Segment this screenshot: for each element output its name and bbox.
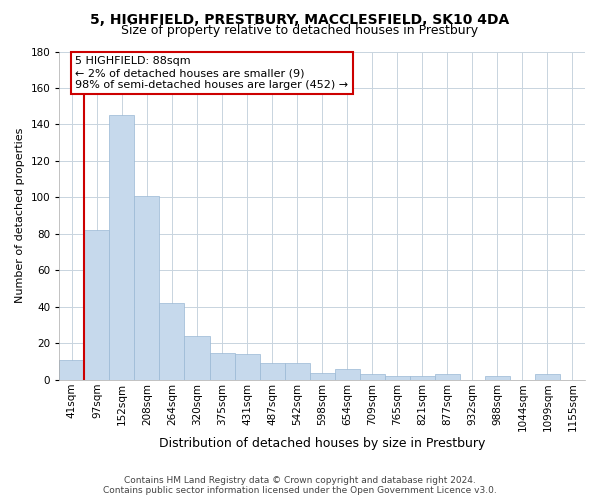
Text: Contains HM Land Registry data © Crown copyright and database right 2024.
Contai: Contains HM Land Registry data © Crown c… [103,476,497,495]
Bar [335,369,360,380]
Bar [109,116,134,380]
Bar [485,376,510,380]
Bar [410,376,435,380]
Bar [134,196,160,380]
Bar [209,352,235,380]
Y-axis label: Number of detached properties: Number of detached properties [15,128,25,304]
Bar [284,364,310,380]
Bar [310,372,335,380]
Bar [385,376,410,380]
Text: 5 HIGHFIELD: 88sqm
← 2% of detached houses are smaller (9)
98% of semi-detached : 5 HIGHFIELD: 88sqm ← 2% of detached hous… [75,56,348,90]
Bar [360,374,385,380]
X-axis label: Distribution of detached houses by size in Prestbury: Distribution of detached houses by size … [159,437,485,450]
Bar [59,360,85,380]
Text: 5, HIGHFIELD, PRESTBURY, MACCLESFIELD, SK10 4DA: 5, HIGHFIELD, PRESTBURY, MACCLESFIELD, S… [91,12,509,26]
Bar [435,374,460,380]
Bar [184,336,209,380]
Bar [235,354,260,380]
Bar [160,304,184,380]
Bar [85,230,109,380]
Text: Size of property relative to detached houses in Prestbury: Size of property relative to detached ho… [121,24,479,37]
Bar [535,374,560,380]
Bar [260,364,284,380]
